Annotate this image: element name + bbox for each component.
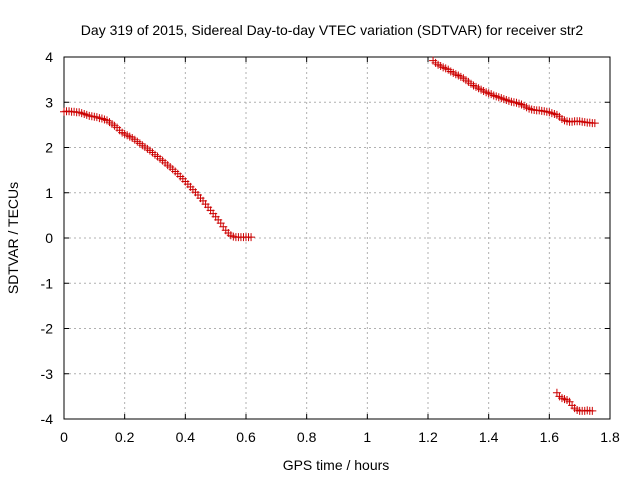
x-tick-label: 0.8 bbox=[297, 429, 317, 445]
x-tick-label: 1.4 bbox=[479, 429, 499, 445]
y-tick-label: 2 bbox=[45, 140, 53, 156]
x-tick-label: 1 bbox=[363, 429, 371, 445]
y-tick-label: 4 bbox=[45, 49, 53, 65]
y-tick-label: -3 bbox=[41, 366, 54, 382]
x-tick-label: 1.8 bbox=[600, 429, 620, 445]
axis-ticks: 0 0.2 0.4 0.6 0.8 1 1.2 1.4 1.6 1.8 -4 -3 -2 -1 0 1 2 3 4 bbox=[41, 49, 620, 445]
y-tick-label: -4 bbox=[41, 411, 54, 427]
chart-title: Day 319 of 2015, Sidereal Day-to-day VTE… bbox=[81, 22, 584, 38]
data-points bbox=[60, 56, 599, 415]
series-segment-3 bbox=[552, 388, 597, 415]
grid-lines bbox=[64, 57, 610, 419]
x-tick-label: 1.2 bbox=[418, 429, 438, 445]
series-segment-1 bbox=[60, 107, 256, 242]
y-tick-label: 1 bbox=[45, 185, 53, 201]
data-point-marker bbox=[247, 233, 256, 242]
y-tick-label: 0 bbox=[45, 230, 53, 246]
x-tick-label: 0.4 bbox=[176, 429, 196, 445]
y-tick-label: 3 bbox=[45, 94, 53, 110]
x-tick-label: 0 bbox=[60, 429, 68, 445]
x-tick-label: 0.2 bbox=[115, 429, 135, 445]
data-point-marker bbox=[590, 119, 599, 128]
x-tick-label: 1.6 bbox=[540, 429, 560, 445]
y-axis-label: SDTVAR / TECUs bbox=[5, 182, 21, 294]
x-axis-label: GPS time / hours bbox=[283, 457, 390, 473]
data-point-marker bbox=[588, 406, 597, 415]
y-tick-label: -2 bbox=[41, 321, 54, 337]
series-segment-2 bbox=[429, 56, 599, 128]
y-tick-label: -1 bbox=[41, 275, 54, 291]
x-tick-label: 0.6 bbox=[236, 429, 256, 445]
